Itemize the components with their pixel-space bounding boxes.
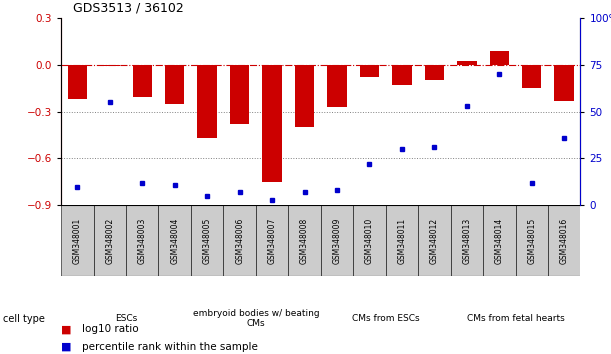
Text: GSM348016: GSM348016 [560, 218, 569, 264]
Bar [295, 65, 314, 127]
Text: GSM348001: GSM348001 [73, 218, 82, 264]
Text: GSM348015: GSM348015 [527, 218, 536, 264]
Bar [516, 205, 548, 276]
Bar [418, 205, 450, 276]
Text: CMs from ESCs: CMs from ESCs [352, 314, 420, 323]
Text: GSM348002: GSM348002 [105, 218, 114, 264]
Bar [165, 65, 185, 104]
Text: GSM348007: GSM348007 [268, 217, 277, 264]
Bar [522, 65, 541, 88]
Bar [230, 65, 249, 124]
Bar [554, 65, 574, 101]
Bar [133, 65, 152, 97]
Bar [93, 205, 126, 276]
Bar [386, 205, 418, 276]
Text: ESCs: ESCs [115, 314, 137, 323]
Bar [353, 205, 386, 276]
Text: embryoid bodies w/ beating
CMs: embryoid bodies w/ beating CMs [192, 309, 319, 328]
Bar [360, 65, 379, 77]
Bar [100, 65, 120, 66]
Bar [158, 205, 191, 276]
Bar [321, 205, 353, 276]
Bar [191, 205, 224, 276]
Text: log10 ratio: log10 ratio [82, 324, 139, 334]
Bar [489, 51, 509, 65]
Bar [450, 205, 483, 276]
Text: CMs from fetal hearts: CMs from fetal hearts [467, 314, 565, 323]
Bar [224, 205, 256, 276]
Bar [457, 62, 477, 65]
Text: cell type: cell type [3, 314, 45, 324]
Bar [256, 205, 288, 276]
Text: GSM348012: GSM348012 [430, 218, 439, 264]
Bar [327, 65, 347, 107]
Bar [197, 65, 217, 138]
Text: GSM348014: GSM348014 [495, 218, 504, 264]
Bar [68, 65, 87, 99]
Text: GSM348009: GSM348009 [332, 217, 342, 264]
Text: GDS3513 / 36102: GDS3513 / 36102 [73, 1, 184, 14]
Bar [392, 65, 412, 85]
Text: GSM348008: GSM348008 [300, 218, 309, 264]
Bar [483, 205, 516, 276]
Text: percentile rank within the sample: percentile rank within the sample [82, 342, 258, 352]
Text: ■: ■ [61, 324, 75, 334]
Text: GSM348005: GSM348005 [203, 217, 211, 264]
Bar [262, 65, 282, 182]
Text: GSM348003: GSM348003 [137, 217, 147, 264]
Text: GSM348010: GSM348010 [365, 218, 374, 264]
Text: GSM348006: GSM348006 [235, 217, 244, 264]
Text: GSM348011: GSM348011 [397, 218, 406, 264]
Bar [425, 65, 444, 80]
Text: GSM348004: GSM348004 [170, 217, 179, 264]
Bar [61, 205, 93, 276]
Bar [126, 205, 158, 276]
Bar [288, 205, 321, 276]
Bar [548, 205, 580, 276]
Text: GSM348013: GSM348013 [463, 218, 471, 264]
Text: ■: ■ [61, 342, 75, 352]
